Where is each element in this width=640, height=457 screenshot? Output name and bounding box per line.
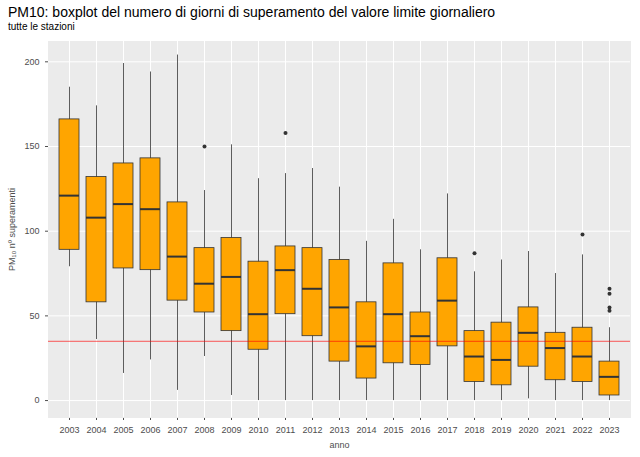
svg-text:2010: 2010 (248, 425, 268, 435)
svg-text:2019: 2019 (491, 425, 511, 435)
svg-text:2016: 2016 (410, 425, 430, 435)
svg-text:2013: 2013 (329, 425, 349, 435)
svg-text:2017: 2017 (437, 425, 457, 435)
svg-text:2023: 2023 (599, 425, 619, 435)
svg-text:2021: 2021 (545, 425, 565, 435)
svg-text:2014: 2014 (356, 425, 376, 435)
svg-text:2020: 2020 (518, 425, 538, 435)
svg-text:200: 200 (24, 57, 39, 67)
svg-text:2022: 2022 (572, 425, 592, 435)
svg-text:PM₁₀ nº superamenti: PM₁₀ nº superamenti (7, 188, 17, 271)
svg-text:2008: 2008 (194, 425, 214, 435)
svg-text:150: 150 (24, 141, 39, 151)
svg-text:100: 100 (24, 226, 39, 236)
svg-text:2009: 2009 (221, 425, 241, 435)
html-text:tutte le stazioni: tutte le stazioni (8, 21, 75, 32)
svg-text:2011: 2011 (276, 425, 295, 435)
html-text:PM10: boxplot del numero di gi: PM10: boxplot del numero di giorni di su… (8, 4, 496, 20)
svg-text:50: 50 (29, 311, 39, 321)
svg-text:anno: anno (329, 440, 349, 450)
svg-text:2006: 2006 (140, 425, 160, 435)
svg-text:2018: 2018 (464, 425, 484, 435)
svg-text:2005: 2005 (113, 425, 133, 435)
svg-text:0: 0 (34, 395, 39, 405)
svg-text:2012: 2012 (302, 425, 322, 435)
svg-text:2015: 2015 (383, 425, 403, 435)
svg-text:2003: 2003 (59, 425, 79, 435)
svg-text:2007: 2007 (167, 425, 187, 435)
svg-text:2004: 2004 (86, 425, 106, 435)
